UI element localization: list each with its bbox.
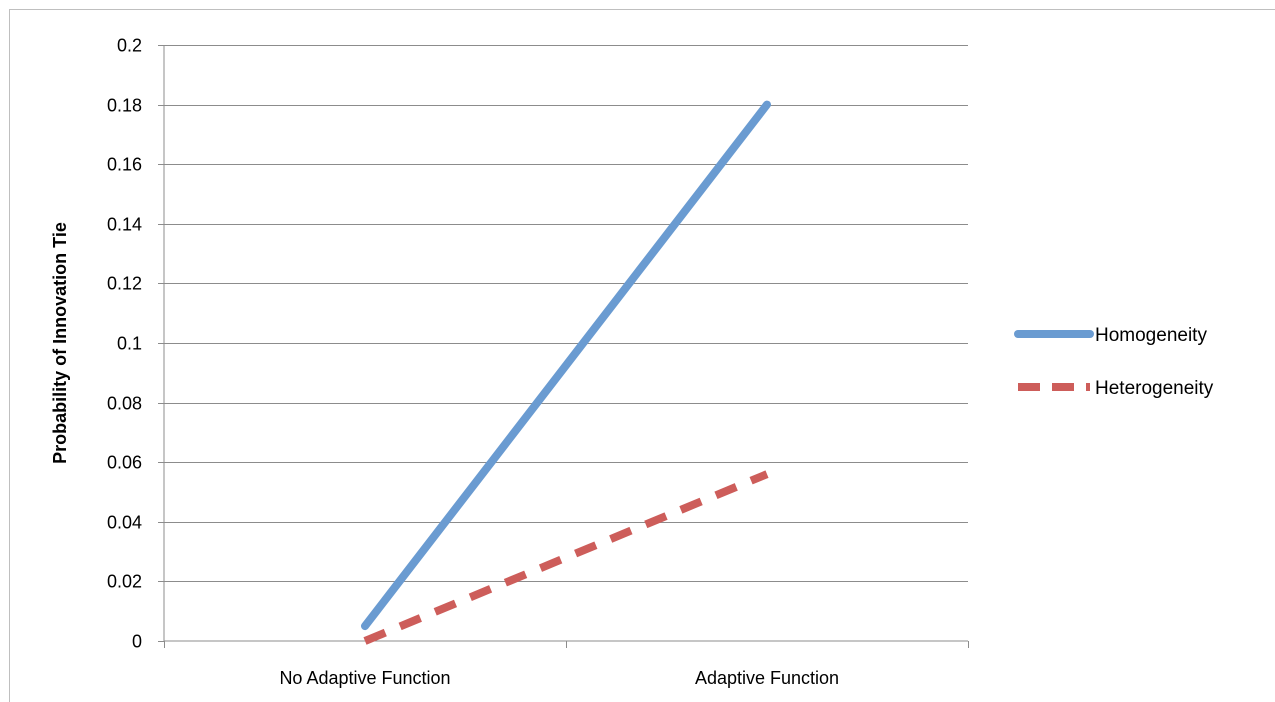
legend-label-heterogeneity: Heterogeneity (1095, 378, 1214, 399)
x-tick-label: Adaptive Function (695, 668, 839, 688)
x-tick-labels: No Adaptive Function Adaptive Function (279, 668, 839, 688)
y-tick-labels: 0 0.02 0.04 0.06 0.08 0.1 0.12 0.14 0.16 0.18 0.2 (107, 36, 142, 652)
legend-label-homogeneity: Homogeneity (1095, 325, 1207, 346)
y-tick-label: 0.16 (107, 155, 142, 175)
y-tick-label: 0.12 (107, 274, 142, 294)
y-tick-label: 0 (132, 632, 142, 652)
series-line-heterogeneity (363, 470, 769, 645)
x-tick-label: No Adaptive Function (279, 668, 450, 688)
y-tick-label: 0.14 (107, 215, 142, 235)
series-lines (361, 100, 771, 645)
y-tick-label: 0.04 (107, 513, 142, 533)
y-tick-label: 0.06 (107, 453, 142, 473)
gridlines (164, 45, 968, 582)
y-tick-label: 0.02 (107, 572, 142, 592)
y-tick-label: 0.1 (117, 334, 142, 354)
axes (158, 45, 969, 648)
y-tick-label: 0.08 (107, 394, 142, 414)
y-tick-label: 0.2 (117, 36, 142, 56)
legend: Homogeneity Heterogeneity (1014, 325, 1214, 399)
y-axis-title: Probability of Innovation Tie (50, 222, 70, 464)
chart-frame (9, 9, 1275, 702)
series-line-homogeneity (361, 100, 771, 631)
y-tick-label: 0.18 (107, 96, 142, 116)
